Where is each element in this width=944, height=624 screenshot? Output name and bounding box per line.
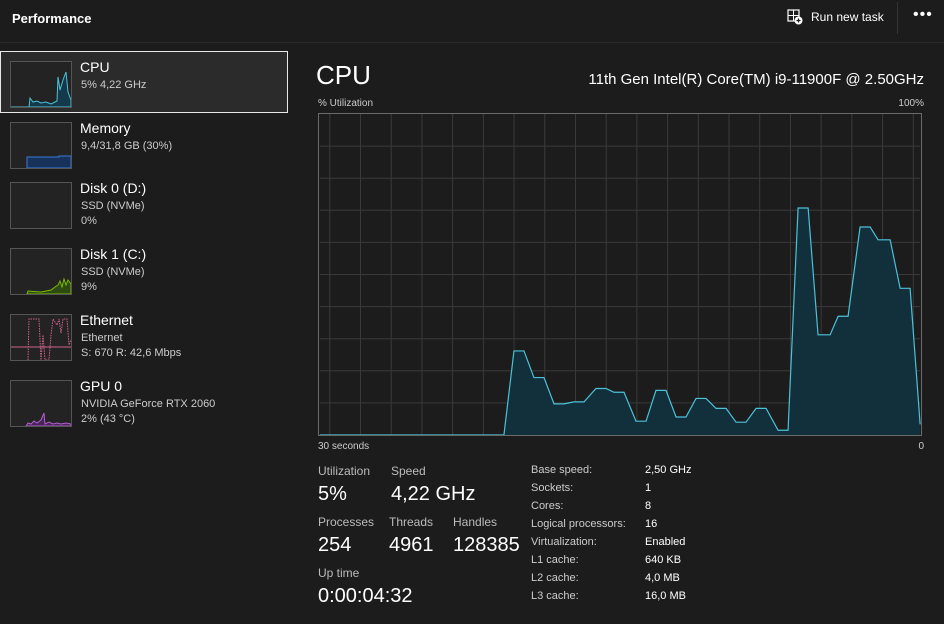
sidebar-item-usage: 9% bbox=[81, 281, 97, 293]
utilization-value: 5% bbox=[318, 483, 347, 505]
spec-value: 8 bbox=[645, 500, 652, 512]
sidebar-item-detail: Ethernet bbox=[81, 332, 123, 344]
cpu-model: 11th Gen Intel(R) Core(TM) i9-11900F @ 2… bbox=[588, 71, 924, 88]
header: Performance Run new task ••• bbox=[0, 0, 944, 43]
sidebar-item-detail: SSD (NVMe) bbox=[81, 266, 145, 278]
y-max-label: 100% bbox=[898, 98, 924, 109]
sidebar-item-disk-1[interactable]: Disk 1 (C:) SSD (NVMe) 9% bbox=[1, 239, 287, 299]
sidebar-item-name: CPU bbox=[80, 59, 110, 75]
sidebar-item-detail: 5% 4,22 GHz bbox=[81, 79, 147, 91]
gpu-thumbnail-graph bbox=[10, 380, 72, 427]
sidebar-item-memory[interactable]: Memory 9,4/31,8 GB (30%) bbox=[1, 113, 287, 173]
sidebar-item-throughput: S: 670 R: 42,6 Mbps bbox=[81, 347, 182, 359]
sidebar-item-usage: 0% bbox=[81, 215, 97, 227]
spec-label: Cores: bbox=[531, 500, 564, 512]
sidebar-item-disk-0[interactable]: Disk 0 (D:) SSD (NVMe) 0% bbox=[1, 173, 287, 233]
sidebar-item-name: Disk 0 (D:) bbox=[80, 180, 147, 196]
sidebar-item-name: Ethernet bbox=[80, 312, 133, 328]
more-options-button[interactable]: ••• bbox=[913, 6, 933, 23]
cpu-utilization-line bbox=[319, 207, 921, 435]
processes-label: Processes bbox=[318, 515, 375, 529]
processes-value: 254 bbox=[318, 534, 352, 556]
memory-thumbnail-graph bbox=[10, 122, 72, 169]
spec-label: Sockets: bbox=[531, 482, 574, 494]
uptime-value: 0:00:04:32 bbox=[318, 585, 413, 607]
disk0-thumbnail-graph bbox=[10, 182, 72, 229]
divider bbox=[897, 2, 898, 34]
sidebar-item-usage: 2% (43 °C) bbox=[81, 413, 135, 425]
sidebar-item-detail: NVIDIA GeForce RTX 2060 bbox=[81, 398, 216, 410]
spec-value: Enabled bbox=[645, 536, 686, 548]
spec-value: 1 bbox=[645, 482, 652, 494]
sidebar-item-name: Memory bbox=[80, 120, 131, 136]
spec-value: 2,50 GHz bbox=[645, 464, 692, 476]
sidebar-item-ethernet[interactable]: Ethernet Ethernet S: 670 R: 42,6 Mbps bbox=[1, 305, 287, 365]
handles-label: Handles bbox=[453, 515, 498, 529]
cpu-utilization-chart bbox=[318, 113, 922, 436]
speed-label: Speed bbox=[391, 464, 426, 478]
sidebar-item-cpu[interactable]: CPU 5% 4,22 GHz bbox=[0, 51, 288, 113]
spec-value: 16 bbox=[645, 518, 658, 530]
resource-title: CPU bbox=[316, 60, 371, 90]
spec-label: Logical processors: bbox=[531, 518, 626, 530]
spec-label: Base speed: bbox=[531, 464, 593, 476]
y-axis-label: % Utilization bbox=[318, 98, 374, 109]
sidebar-item-name: Disk 1 (C:) bbox=[80, 246, 147, 262]
spec-label: L2 cache: bbox=[531, 572, 579, 584]
spec-label: L1 cache: bbox=[531, 554, 579, 566]
x-axis-left-label: 30 seconds bbox=[318, 441, 370, 452]
run-new-task-button[interactable]: Run new task bbox=[787, 9, 884, 25]
spec-label: Virtualization: bbox=[531, 536, 597, 548]
sidebar-item-detail: 9,4/31,8 GB (30%) bbox=[81, 140, 173, 152]
threads-label: Threads bbox=[389, 515, 434, 529]
cpu-thumbnail-graph bbox=[10, 61, 72, 108]
spec-label: L3 cache: bbox=[531, 590, 579, 602]
ethernet-thumbnail-graph bbox=[10, 314, 72, 361]
uptime-label: Up time bbox=[318, 566, 360, 580]
sidebar-item-name: GPU 0 bbox=[80, 378, 123, 394]
handles-value: 128385 bbox=[453, 534, 520, 556]
spec-value: 4,0 MB bbox=[645, 572, 680, 584]
spec-value: 16,0 MB bbox=[645, 590, 686, 602]
speed-value: 4,22 GHz bbox=[391, 483, 476, 505]
run-task-icon bbox=[787, 9, 803, 25]
spec-value: 640 KB bbox=[645, 554, 682, 566]
page-title: Performance bbox=[12, 11, 92, 26]
disk1-thumbnail-graph bbox=[10, 248, 72, 295]
x-axis-right-label: 0 bbox=[918, 441, 924, 452]
run-new-task-label: Run new task bbox=[811, 10, 884, 24]
sidebar-item-gpu-0[interactable]: GPU 0 NVIDIA GeForce RTX 2060 2% (43 °C) bbox=[1, 371, 287, 431]
utilization-label: Utilization bbox=[318, 464, 371, 478]
threads-value: 4961 bbox=[389, 534, 434, 556]
sidebar-item-detail: SSD (NVMe) bbox=[81, 200, 145, 212]
